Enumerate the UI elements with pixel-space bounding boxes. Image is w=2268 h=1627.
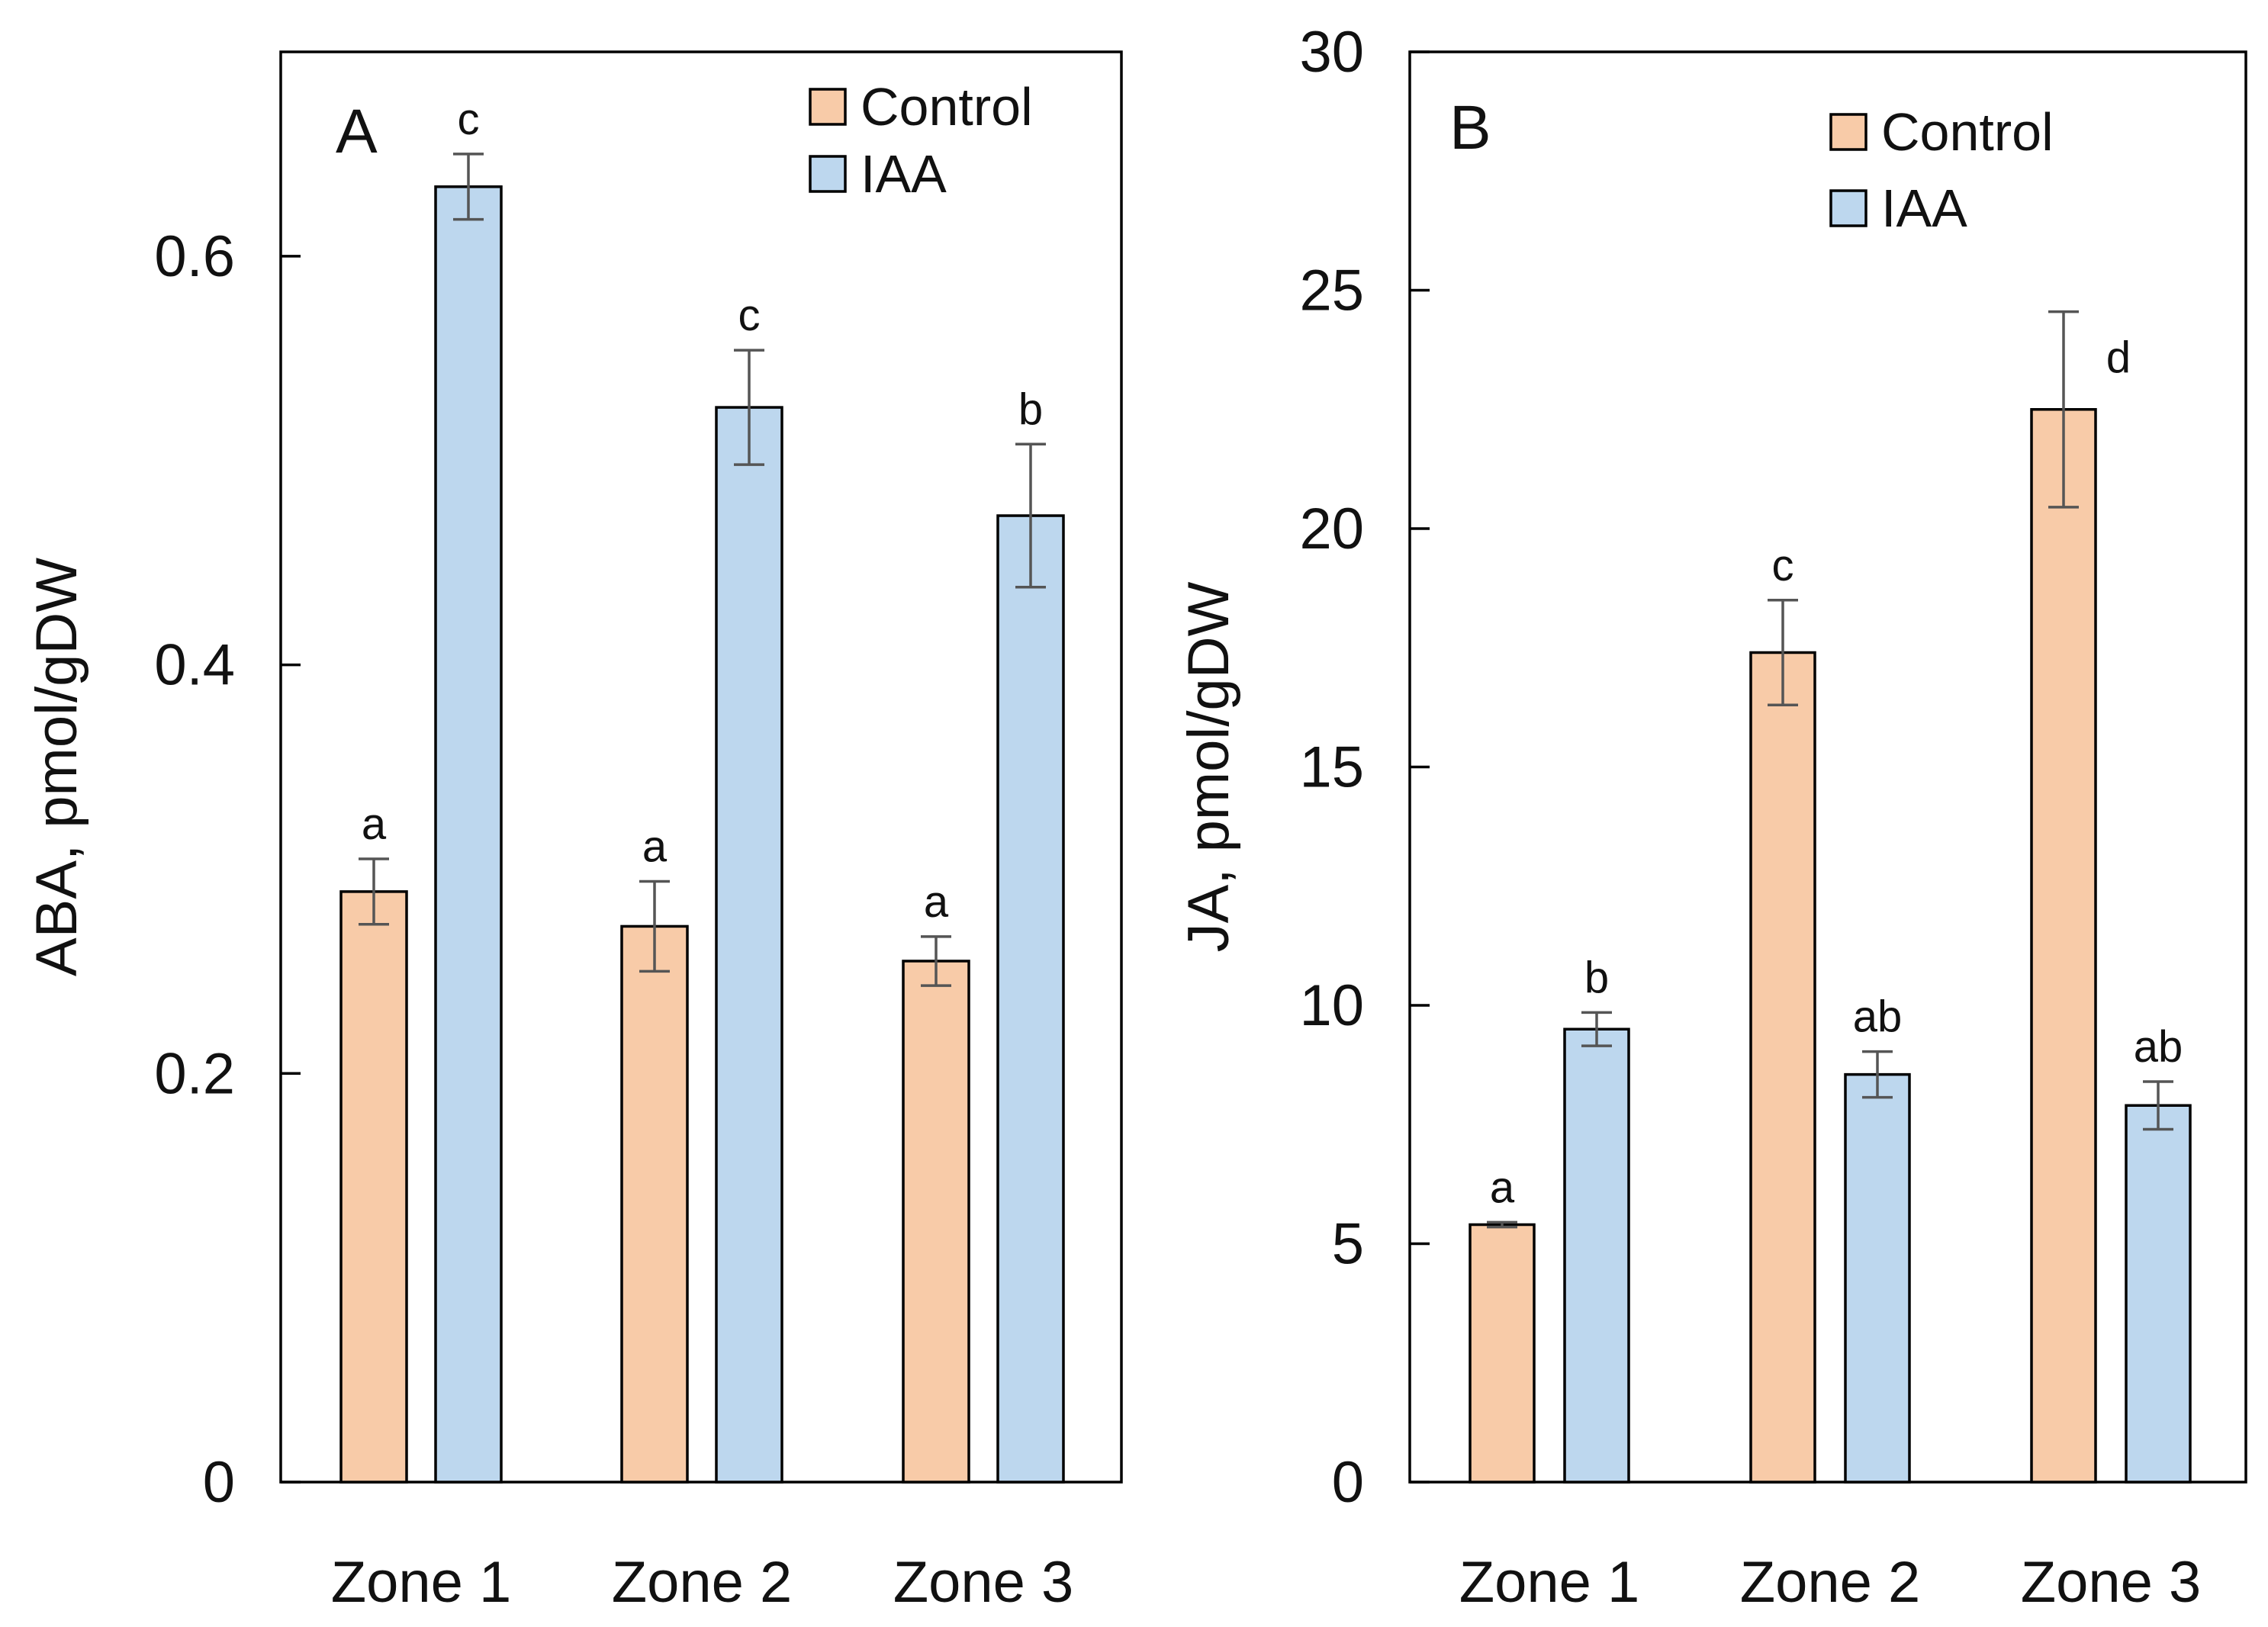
legend-label-control: Control — [861, 77, 1033, 137]
x-category-label: Zone 3 — [2021, 1550, 2202, 1615]
significance-label: a — [1490, 1162, 1515, 1212]
panel-letter: B — [1449, 93, 1491, 162]
y-tick-label: 0.4 — [154, 633, 235, 698]
y-tick-label: 30 — [1299, 20, 1364, 85]
x-category-label: Zone 2 — [612, 1550, 793, 1615]
bar-control-zone-2 — [620, 924, 689, 1484]
panel-letter: A — [336, 97, 378, 166]
bar-iaa-zone-3 — [996, 514, 1065, 1484]
significance-label: b — [1584, 953, 1609, 1002]
significance-label: c — [738, 291, 761, 340]
y-tick-label: 25 — [1299, 259, 1364, 323]
legend-swatch-iaa — [809, 155, 847, 193]
x-category-label: Zone 1 — [1459, 1550, 1640, 1615]
y-axis-title: ABA, pmol/gDW — [24, 558, 89, 976]
significance-label: c — [458, 95, 480, 144]
y-tick-label: 0.6 — [154, 224, 235, 289]
y-tick-label: 10 — [1299, 973, 1364, 1038]
bar-control-zone-2 — [1749, 651, 1816, 1484]
bar-control-zone-1 — [339, 890, 408, 1484]
y-tick-label: 0 — [1332, 1450, 1364, 1515]
legend-label-iaa: IAA — [1881, 178, 1967, 238]
legend-swatch-iaa — [1829, 189, 1867, 227]
significance-label: d — [2106, 333, 2131, 383]
significance-label: ab — [1853, 992, 1903, 1042]
bar-iaa-zone-2 — [1844, 1072, 1911, 1484]
legend-swatch-control — [1829, 113, 1867, 151]
significance-label: ab — [2134, 1022, 2183, 1072]
bar-iaa-zone-2 — [715, 406, 783, 1484]
significance-label: a — [362, 799, 387, 849]
x-category-label: Zone 2 — [1740, 1550, 1921, 1615]
x-category-label: Zone 1 — [331, 1550, 512, 1615]
bar-control-zone-3 — [902, 960, 970, 1484]
legend: Control IAA — [1829, 102, 2054, 238]
legend-label-iaa: IAA — [861, 144, 947, 204]
bar-control-zone-1 — [1469, 1223, 1536, 1484]
significance-label: a — [924, 877, 949, 927]
y-tick-label: 0 — [203, 1450, 235, 1515]
legend: Control IAA — [809, 77, 1033, 204]
bar-control-zone-3 — [2030, 408, 2097, 1484]
bar-iaa-zone-1 — [1563, 1027, 1630, 1484]
chart-panel-a: 0 0.2 0.4 0.6 ABA, pmol/gDW Aa c Zone 1 a c Zone 2… — [24, 50, 1123, 1615]
y-tick-label: 15 — [1299, 735, 1364, 800]
y-tick-label: 20 — [1299, 497, 1364, 561]
plot-frame — [279, 50, 1123, 1484]
y-tick-label: 0.2 — [154, 1041, 235, 1106]
significance-label: a — [642, 822, 668, 872]
significance-label: b — [1018, 384, 1043, 434]
x-category-label: Zone 3 — [893, 1550, 1074, 1615]
significance-label: c — [1772, 541, 1794, 590]
y-axis-title: JA, pmol/gDW — [1176, 581, 1241, 952]
bar-iaa-zone-3 — [2125, 1104, 2192, 1484]
bar-iaa-zone-1 — [434, 185, 503, 1484]
legend-swatch-control — [809, 88, 847, 126]
legend-label-control: Control — [1881, 102, 2054, 162]
y-tick-label: 5 — [1332, 1212, 1364, 1277]
